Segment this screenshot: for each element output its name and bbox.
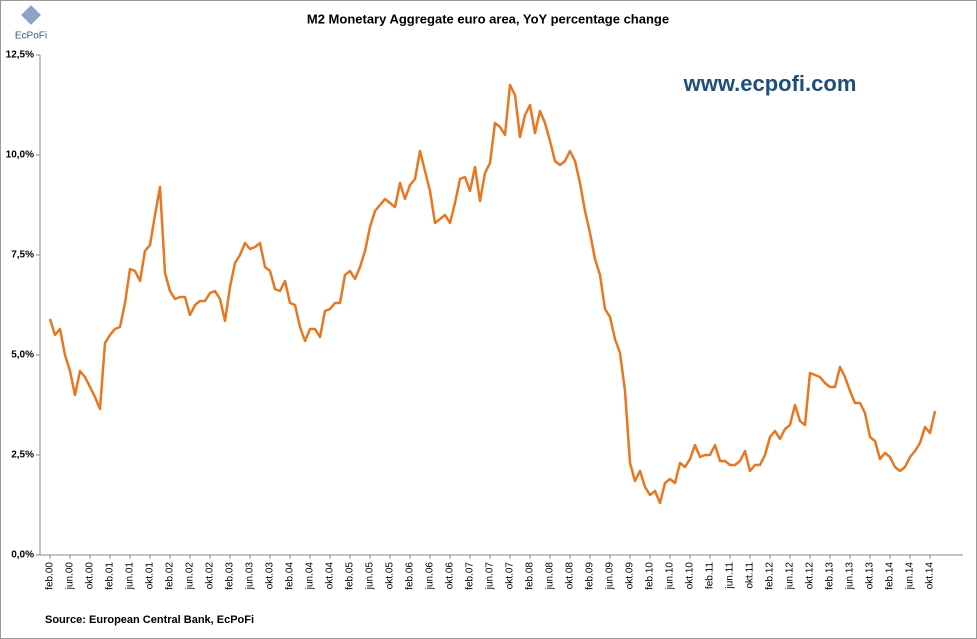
chart-title: M2 Monetary Aggregate euro area, YoY per… bbox=[307, 11, 669, 26]
x-tick-label: feb.08 bbox=[525, 562, 536, 590]
x-tick-label: okt.08 bbox=[565, 562, 576, 590]
x-tick-label: okt.09 bbox=[625, 562, 636, 590]
x-tick-label: feb.11 bbox=[705, 562, 716, 589]
x-tick-label: feb.00 bbox=[45, 562, 56, 590]
x-tick-label: okt.06 bbox=[445, 562, 456, 590]
x-tick-label: okt.13 bbox=[865, 562, 876, 590]
x-tick-label: jun.02 bbox=[185, 562, 196, 591]
x-tick-label: okt.11 bbox=[745, 562, 756, 589]
logo-text: EcPoFi bbox=[15, 31, 47, 42]
x-tick-label: feb.01 bbox=[105, 562, 116, 590]
x-tick-label: jun.01 bbox=[125, 562, 136, 591]
y-tick-label: 12,5% bbox=[6, 50, 34, 61]
x-tick-label: jun.10 bbox=[665, 562, 676, 591]
x-tick-label: feb.14 bbox=[885, 562, 896, 590]
y-tick-label: 10,0% bbox=[6, 150, 34, 161]
x-tick-label: okt.02 bbox=[205, 562, 216, 590]
y-tick-label: 2,5% bbox=[11, 450, 34, 461]
line bbox=[48, 83, 937, 505]
x-tick-label: okt.14 bbox=[925, 562, 936, 590]
x-tick-label: jun.04 bbox=[305, 562, 316, 591]
x-tick-label: okt.05 bbox=[385, 562, 396, 590]
x-tick-label: feb.05 bbox=[345, 562, 356, 590]
y-tick-label: 0,0% bbox=[11, 550, 34, 561]
x-tick-label: okt.03 bbox=[265, 562, 276, 590]
x-tick-label: jun.00 bbox=[65, 562, 76, 591]
x-tick-label: feb.04 bbox=[285, 562, 296, 590]
x-tick-label: okt.01 bbox=[145, 562, 156, 590]
x-tick-label: jun.09 bbox=[605, 562, 616, 591]
y-tick-label: 7,5% bbox=[11, 250, 34, 261]
x-tick-label: okt.10 bbox=[685, 562, 696, 590]
x-tick-label: okt.12 bbox=[805, 562, 816, 590]
x-tick-label: feb.07 bbox=[465, 562, 476, 590]
x-tick-label: jun.14 bbox=[905, 562, 916, 591]
x-tick-label: feb.13 bbox=[825, 562, 836, 590]
x-tick-label: jun.05 bbox=[365, 562, 376, 591]
x-tick-label: jun.12 bbox=[785, 562, 796, 591]
x-tick-label: okt.07 bbox=[505, 562, 516, 590]
x-tick-label: feb.06 bbox=[405, 562, 416, 590]
x-tick-label: jun.13 bbox=[845, 562, 856, 591]
x-tick-label: okt.04 bbox=[325, 562, 336, 590]
source: Source: European Central Bank, EcPoFi bbox=[45, 614, 254, 626]
x-tick-label: feb.02 bbox=[165, 562, 176, 590]
x-tick-label: jun.11 bbox=[725, 562, 736, 590]
x-tick-label: feb.10 bbox=[645, 562, 656, 590]
x-tick-label: jun.07 bbox=[485, 562, 496, 591]
x-tick-label: okt.00 bbox=[85, 562, 96, 590]
x-tick-label: jun.03 bbox=[245, 562, 256, 591]
y-tick-label: 5,0% bbox=[11, 350, 34, 361]
x-tick-label: feb.12 bbox=[765, 562, 776, 590]
x-tick-label: jun.06 bbox=[425, 562, 436, 591]
x-tick-label: feb.09 bbox=[585, 562, 596, 590]
x-tick-label: jun.08 bbox=[545, 562, 556, 591]
annotation: www.ecpofi.com bbox=[683, 71, 857, 96]
x-tick-label: feb.03 bbox=[225, 562, 236, 590]
